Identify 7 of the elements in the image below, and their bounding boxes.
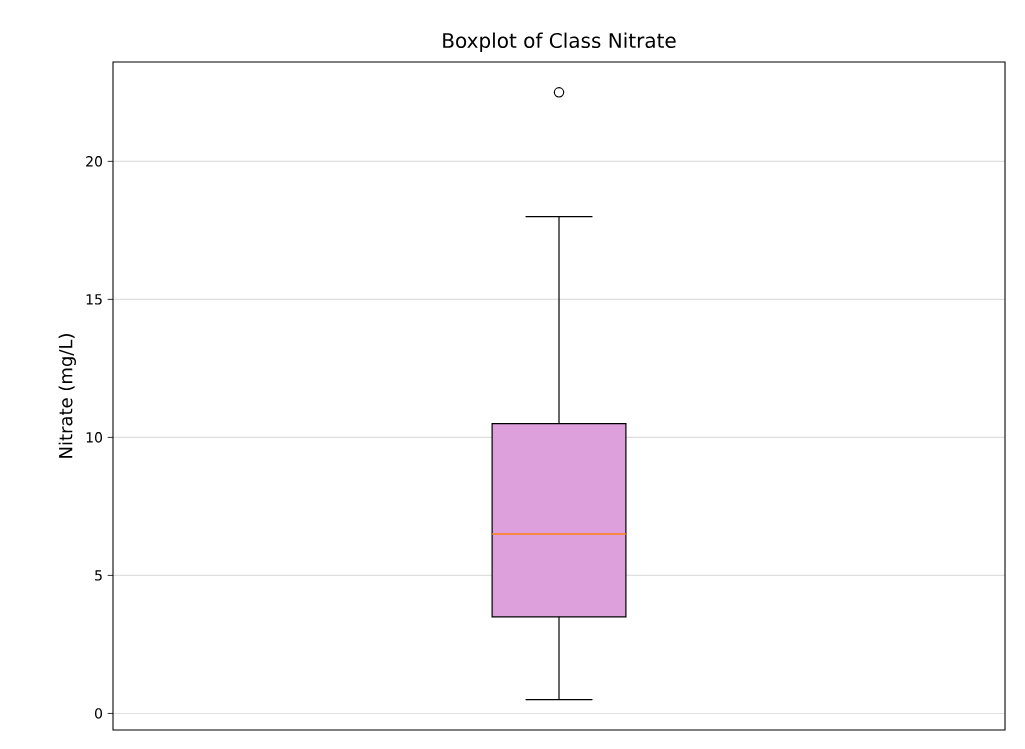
y-tick-label: 5	[95, 570, 102, 581]
y-tick-label: 20	[86, 156, 103, 167]
y-axis-title: Nitrate (mg/L)	[58, 334, 76, 458]
chart-title: Boxplot of Class Nitrate	[443, 32, 676, 52]
y-tick-label: 10	[86, 432, 103, 443]
y-tick-label: 0	[94, 708, 103, 719]
y-tick-label: 15	[86, 294, 102, 305]
